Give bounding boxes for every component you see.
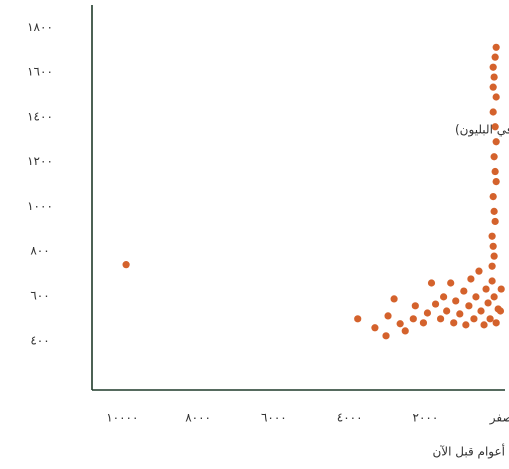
data-point [492,178,500,186]
data-point [447,279,455,287]
data-point [489,242,497,250]
data-point [390,295,398,303]
data-point [496,307,505,315]
data-point [490,73,498,81]
data-point [452,297,460,305]
y-tick-label: ٤٠٠ [30,333,49,347]
data-point [491,53,499,61]
x-tick-label: صفر [489,411,509,426]
x-tick-label: ٨٠٠٠ [185,411,211,425]
data-point [384,312,392,320]
data-point [470,315,478,323]
data-point [462,321,470,329]
data-point [440,293,448,301]
y-tick-label: ٦٠٠ [30,288,49,302]
y-tick-label: ١٦٠٠ [27,65,53,79]
data-point [423,309,432,317]
x-tick-label: ٢٠٠٠ [413,411,439,425]
data-point [411,302,419,310]
data-point [465,302,473,310]
x-tick-label: ٦٠٠٠ [261,411,287,425]
data-point [484,299,492,307]
data-point [477,307,485,315]
data-point [409,315,417,323]
data-point [460,287,468,295]
data-point [450,319,458,327]
data-point [456,310,464,318]
data-point [371,324,379,332]
data-point [436,315,445,323]
data-point [480,321,488,329]
data-point [489,83,497,91]
data-point [491,167,499,176]
data-point [492,138,500,146]
data-point [354,315,362,323]
data-point [382,332,390,340]
data-point [396,320,404,328]
data-point [472,293,480,301]
data-point [489,193,497,201]
data-point [488,262,496,270]
data-point [482,285,490,293]
data-point [431,300,440,308]
data-point [122,261,130,269]
y-tick-label: ١٨٠٠ [27,20,53,34]
x-tick-label: ٤٠٠٠ [337,411,363,425]
x-tick-label: ١٠٠٠٠ [106,411,138,425]
data-point [419,319,428,327]
data-point [491,123,499,131]
data-point [488,277,496,285]
y-tick-label: ١٠٠٠ [27,199,53,213]
data-point [401,327,409,335]
data-point [443,307,451,315]
data-point [490,153,498,161]
data-point [467,275,475,283]
data-point [492,93,500,101]
y-tick-label: ١٢٠٠ [27,154,53,168]
data-point [489,63,497,71]
data-point [492,319,500,327]
y-tick-label: ١٤٠٠ [27,109,53,123]
annotation: تركيز الميثان (جزء في البليون) [455,123,509,138]
data-point [489,108,497,116]
y-tick-label: ٨٠٠ [30,244,49,258]
x-axis-title: أعوام قبل الآن [432,444,505,460]
data-point [427,279,436,287]
data-point [492,43,500,51]
data-point [490,293,498,301]
data-point [486,315,494,323]
data-point [497,285,505,293]
data-point [490,207,498,215]
data-point [488,232,496,240]
data-point [491,217,499,226]
data-point [475,267,483,275]
data-point [490,252,498,260]
